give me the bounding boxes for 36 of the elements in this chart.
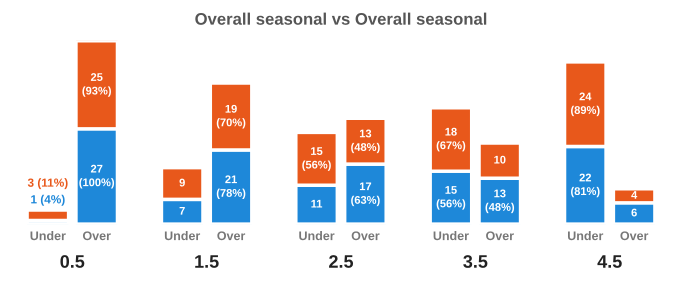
data-label: 3 (11%)	[28, 178, 68, 190]
x-tick-label: Over	[620, 231, 648, 240]
x-tick-label: Over	[82, 231, 111, 240]
text: 4.5	[597, 255, 622, 268]
data-label: 7	[180, 206, 185, 215]
data-label: 4	[631, 191, 638, 199]
chart-title: Overall seasonal vs Overall seasonal	[195, 12, 486, 25]
x-tick-label: Over	[352, 231, 380, 240]
data-label: 21 (78%)	[216, 175, 246, 200]
data-label: 15 (56%)	[436, 186, 466, 210]
data-label: 1 (4%)	[31, 194, 65, 206]
data-label: 15 (56%)	[302, 147, 331, 171]
x-tick-label: Under	[30, 231, 66, 240]
text: 0.5	[60, 255, 84, 268]
x-tick-label: Over	[486, 231, 514, 240]
data-label: 9	[180, 178, 185, 187]
data-label: 24 (89%)	[571, 92, 600, 116]
text: 2.5	[329, 255, 354, 268]
data-label: 19 (70%)	[216, 104, 246, 129]
data-label: 11	[311, 200, 322, 208]
x-tick-label: Under	[434, 231, 469, 240]
x-tick-label: Under	[299, 231, 334, 240]
data-label: 27 (100%)	[79, 164, 114, 188]
data-label: 18 (67%)	[436, 128, 466, 152]
x-tick-label: Over	[217, 231, 246, 240]
x-tick-label: Under	[568, 231, 604, 240]
data-label: 25 (93%)	[82, 73, 111, 97]
data-label: 10	[494, 156, 506, 164]
data-label: 13 (48%)	[486, 189, 514, 214]
text: 3.5	[463, 255, 488, 268]
data-label: 13 (48%)	[351, 130, 380, 154]
data-label: 6	[631, 208, 637, 216]
data-label: 22 (81%)	[571, 174, 600, 198]
text: 1.5	[195, 255, 219, 268]
data-label: 17 (63%)	[351, 182, 380, 206]
x-tick-label: Under	[164, 231, 200, 240]
